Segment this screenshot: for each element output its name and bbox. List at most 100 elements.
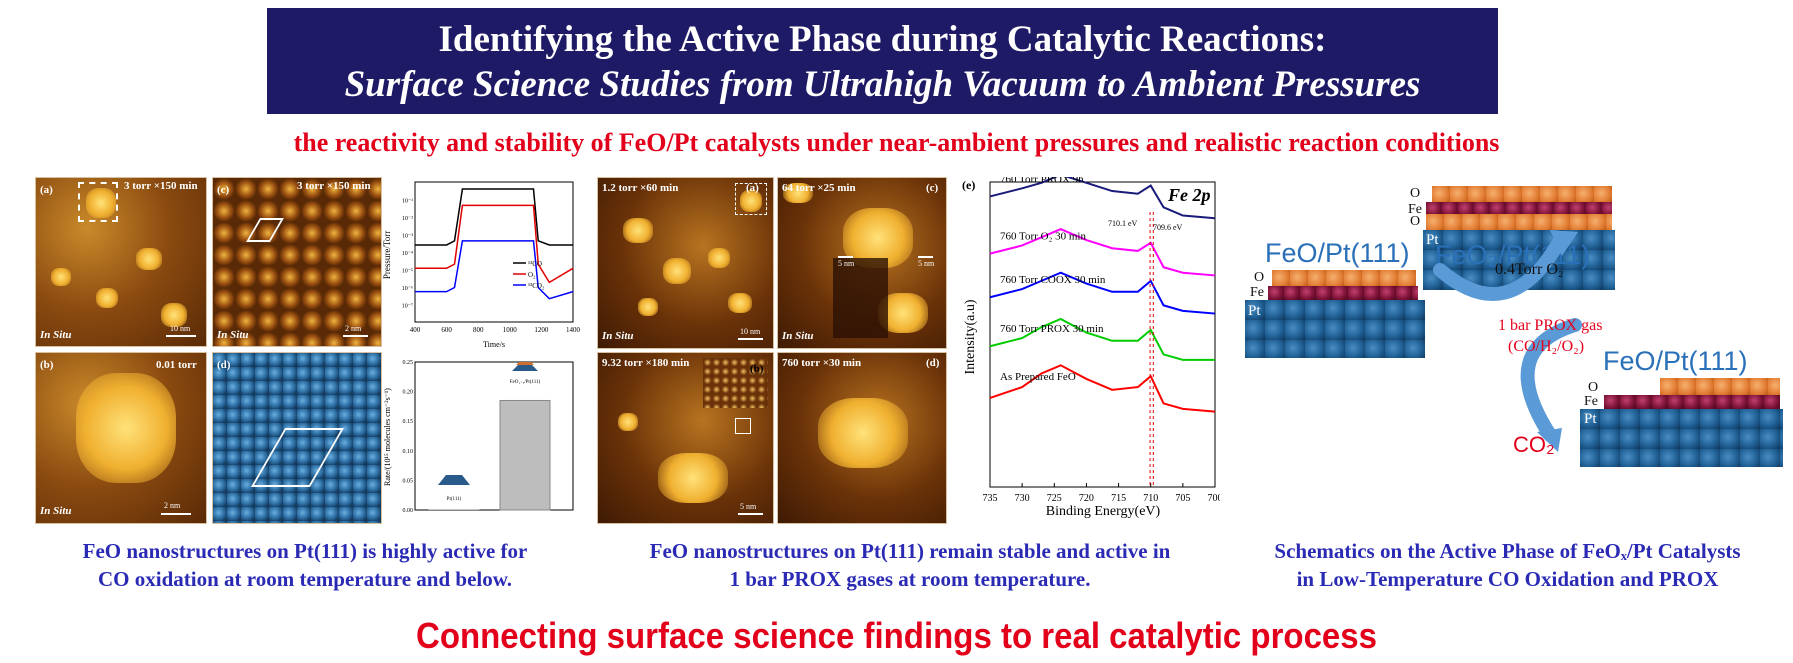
o2-condition-label: 0.4Torr O₂ bbox=[1495, 261, 1564, 278]
arrow-head bbox=[1550, 230, 1578, 256]
in-situ-tag: In Situ bbox=[40, 329, 72, 341]
platinum-slab bbox=[1580, 409, 1783, 467]
panel-condition: 0.01 torr bbox=[156, 359, 197, 371]
prox-label-2: (CO/H₂/O₂) bbox=[1508, 338, 1585, 355]
in-situ-tag: In Situ bbox=[217, 329, 249, 341]
layer-label-fe: Fe bbox=[1408, 202, 1422, 217]
stm-panel-a: (a) 3 torr ×150 min In Situ 10 nm bbox=[35, 177, 207, 347]
x-tick-label: 800 bbox=[473, 326, 484, 334]
xps-series-line bbox=[989, 271, 1216, 315]
co2-label: CO₂ bbox=[1513, 432, 1555, 457]
series-lines bbox=[415, 188, 574, 300]
y-axis-label: Rate/(10¹⁵ molecules cm⁻²s⁻¹) bbox=[383, 388, 392, 486]
in-situ-tag: In Situ bbox=[602, 330, 634, 342]
schematic: O Fe O Pt FeO₂/Pt(111) FeO/Pt(111) O Fe … bbox=[1240, 170, 1793, 525]
phase-label-feo-right: FeO/Pt(111) bbox=[1603, 346, 1748, 376]
scale-label: 10 nm bbox=[170, 324, 191, 333]
series-label: As Prepared FeO bbox=[1000, 371, 1076, 383]
bars bbox=[428, 399, 551, 511]
feo-pt-model-icon bbox=[512, 365, 538, 371]
layer-label-fe: Fe bbox=[1584, 394, 1598, 409]
arrows bbox=[1433, 230, 1582, 452]
stm-panel-mid-b: 9.32 torr ×180 min (b) 5 nm bbox=[597, 352, 774, 524]
layer-label-o: O bbox=[1254, 270, 1265, 285]
arrow-oxidation bbox=[1433, 233, 1567, 301]
x-tick-label: 600 bbox=[441, 326, 452, 334]
caption-line: 1 bar PROX gases at room temperature. bbox=[729, 567, 1091, 591]
y-axis-label: Intensity(a.u) bbox=[963, 299, 978, 374]
y-ticks: 10⁻¹ 10⁻² 10⁻³ 10⁻⁴ 10⁻⁵ 10⁻⁶ 10⁻⁷ bbox=[402, 199, 413, 310]
stm-panel-c: (c) 3 torr ×150 min In Situ 2 nm bbox=[212, 177, 382, 347]
pt-model-icon bbox=[438, 475, 470, 485]
y-tick-label: 0.00 bbox=[403, 508, 414, 514]
inset-scale-label: 5 nm bbox=[838, 259, 855, 268]
caption-right: Schematics on the Active Phase of FeOₓ/P… bbox=[1225, 537, 1790, 593]
oxygen-layer bbox=[1426, 214, 1612, 230]
platinum-slab bbox=[1245, 300, 1425, 358]
bar-label: FeO₁₋ₓ/Pt(111) bbox=[510, 380, 541, 385]
layer-label-o: O bbox=[1410, 186, 1421, 201]
layer-label-fe: Fe bbox=[1250, 285, 1264, 300]
panel-condition: 1.2 torr ×60 min bbox=[602, 182, 679, 194]
scale-label: 2 nm bbox=[345, 324, 362, 333]
y-tick-label: 10⁻⁷ bbox=[402, 304, 413, 310]
y-tick-label: 10⁻⁴ bbox=[402, 251, 413, 257]
peak-label: 709.6 eV bbox=[1153, 223, 1183, 232]
y-tick-label: 0.05 bbox=[403, 478, 414, 484]
panel-label: (b) bbox=[750, 363, 764, 375]
panel-condition: 760 torr ×30 min bbox=[782, 357, 862, 369]
atomic-model-panel-d: (d) bbox=[212, 352, 382, 524]
plot-frame bbox=[414, 181, 574, 323]
y-tick-label: 10⁻⁵ bbox=[402, 269, 413, 275]
x-tick-label: 700 bbox=[1208, 493, 1221, 504]
panel-label: (c) bbox=[926, 182, 939, 194]
subtitle: the reactivity and stability of FeO/Pt c… bbox=[293, 128, 1500, 157]
scale-label: 2 nm bbox=[164, 501, 181, 510]
x-tick-label: 730 bbox=[1015, 493, 1030, 504]
x-tick-label: 725 bbox=[1047, 493, 1062, 504]
series-line-13co bbox=[415, 188, 573, 246]
caption-line: Schematics on the Active Phase of FeOₓ/P… bbox=[1274, 539, 1741, 563]
caption-left: FeO nanostructures on Pt(111) is highly … bbox=[25, 537, 585, 593]
layer-label-o: O bbox=[1410, 214, 1421, 229]
y-tick-label: 0.20 bbox=[403, 390, 414, 396]
legend-item: ¹³CO bbox=[528, 260, 542, 268]
x-axis-label: Binding Energy(eV) bbox=[1046, 504, 1161, 519]
x-tick-label: 720 bbox=[1079, 493, 1094, 504]
prox-label-1: 1 bar PROX gas bbox=[1498, 317, 1603, 334]
panel-label: (e) bbox=[962, 178, 975, 192]
y-ticks: 0.25 0.20 0.15 0.10 0.05 0.00 bbox=[403, 360, 414, 514]
x-tick-label: 715 bbox=[1111, 493, 1126, 504]
x-axis-label: Time/s bbox=[483, 340, 505, 349]
oxygen-layer bbox=[1660, 378, 1780, 396]
panel-label: (a) bbox=[40, 184, 53, 196]
x-tick-label: 735 bbox=[983, 493, 998, 504]
oxygen-layer bbox=[1432, 186, 1612, 204]
x-tick-label: 1200 bbox=[534, 326, 549, 334]
series-label: 760 Torr O₂ 30 min bbox=[1000, 231, 1086, 243]
x-ticks: 735 730 725 720 715 710 705 700 bbox=[983, 483, 1221, 504]
panel-condition: 9.32 torr ×180 min bbox=[602, 357, 690, 369]
caption-line: FeO nanostructures on Pt(111) remain sta… bbox=[649, 539, 1171, 563]
caption-line: FeO nanostructures on Pt(111) is highly … bbox=[82, 539, 528, 563]
scale-label: 10 nm bbox=[740, 327, 761, 336]
panel-condition: 3 torr ×150 min bbox=[297, 180, 371, 192]
stm-panel-b: (b) 0.01 torr In Situ 2 nm bbox=[35, 352, 207, 524]
in-situ-tag: In Situ bbox=[40, 505, 72, 517]
series-label: 760 Torr PROX 9h bbox=[1000, 177, 1084, 185]
feo-layer-icon bbox=[516, 362, 534, 365]
y-tick-label: 0.10 bbox=[403, 449, 414, 455]
panel-label: (d) bbox=[926, 357, 940, 369]
iron-layer bbox=[1268, 286, 1418, 300]
series-line-13co2 bbox=[415, 240, 574, 300]
chart-title: Fe 2p bbox=[1167, 185, 1211, 205]
x-ticks: 400 600 800 1000 1200 1400 bbox=[410, 326, 580, 334]
legend-item: O₂ bbox=[528, 271, 536, 279]
pressure-chart: Pressure/Torr Time/s 10⁻¹10⁻²10⁻³10⁻⁴10⁻… bbox=[382, 181, 580, 349]
phase-label-feo-left: FeO/Pt(111) bbox=[1265, 238, 1410, 268]
stm-panel-mid-a: 1.2 torr ×60 min (a) In Situ 10 nm bbox=[597, 177, 774, 349]
oxygen-layer bbox=[1272, 270, 1416, 288]
caption-line: in Low-Temperature CO Oxidation and PROX bbox=[1296, 567, 1719, 591]
x-tick-label: 705 bbox=[1175, 493, 1190, 504]
y-tick-label: 0.15 bbox=[403, 419, 414, 425]
